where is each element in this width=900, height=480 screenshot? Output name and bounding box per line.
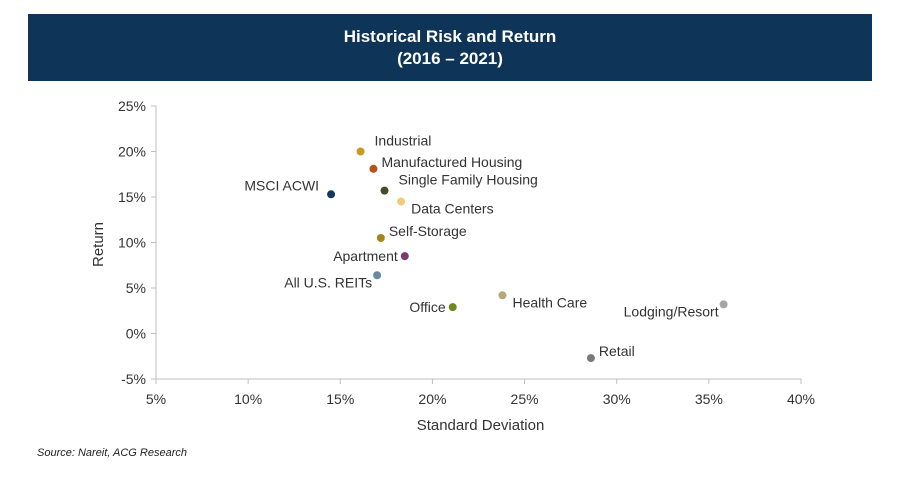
data-point	[327, 190, 336, 199]
y-tick-label: 25%	[118, 98, 146, 114]
y-tick-label: 20%	[118, 144, 146, 160]
data-label: Data Centers	[411, 201, 493, 217]
x-axis-title: Standard Deviation	[417, 417, 545, 434]
x-tick-label: 10%	[234, 391, 262, 407]
data-point	[448, 303, 457, 312]
y-tick-label: 0%	[126, 326, 146, 342]
chart-subtitle: (2016 – 2021)	[397, 49, 503, 68]
y-tick-label: 10%	[118, 235, 146, 251]
data-point	[356, 147, 365, 156]
data-label: All U.S. REITs	[284, 274, 372, 290]
y-tick-label: 15%	[118, 189, 146, 205]
data-label: Health Care	[512, 294, 587, 310]
x-tick-label: 25%	[511, 391, 539, 407]
x-tick-label: 35%	[695, 391, 723, 407]
data-point	[376, 233, 385, 242]
source-note: Source: Nareit, ACG Research	[37, 447, 187, 459]
data-label: Manufactured Housing	[381, 154, 522, 170]
data-label: Single Family Housing	[399, 172, 538, 188]
y-tick-label: -5%	[121, 371, 146, 387]
data-label: Industrial	[375, 133, 432, 149]
x-tick-label: 5%	[146, 391, 166, 407]
data-label: Self-Storage	[389, 223, 467, 239]
data-point	[719, 300, 728, 309]
data-point	[397, 197, 406, 206]
data-label: Apartment	[333, 248, 398, 264]
x-tick-label: 40%	[787, 391, 815, 407]
data-label: Retail	[599, 343, 635, 359]
chart-title-banner: Historical Risk and Return (2016 – 2021)	[28, 14, 872, 81]
data-point	[369, 164, 378, 173]
x-tick-label: 30%	[603, 391, 631, 407]
data-label: Office	[409, 299, 446, 315]
x-tick-label: 15%	[326, 391, 354, 407]
data-point	[498, 291, 507, 300]
data-label: MSCI ACWI	[244, 177, 319, 193]
data-point	[380, 186, 389, 195]
y-axis-title: Return	[90, 222, 107, 267]
chart-title: Historical Risk and Return	[343, 27, 557, 46]
data-label: Lodging/Resort	[624, 303, 719, 319]
y-tick-label: 5%	[126, 280, 146, 296]
data-point	[586, 354, 595, 363]
data-point	[400, 252, 409, 261]
data-point	[373, 271, 382, 280]
x-tick-label: 20%	[418, 391, 446, 407]
